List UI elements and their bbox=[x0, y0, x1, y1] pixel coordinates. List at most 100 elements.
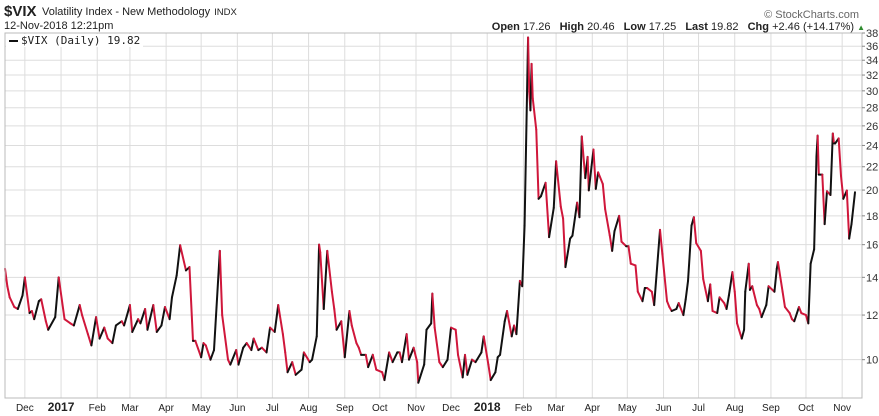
line-segment bbox=[194, 339, 203, 359]
line-segment bbox=[725, 294, 730, 311]
x-tick-label: 2017 bbox=[48, 400, 75, 414]
line-segment bbox=[515, 279, 521, 336]
line-segment bbox=[330, 290, 336, 311]
y-tick-label: 36 bbox=[866, 41, 878, 53]
line-segment bbox=[265, 326, 272, 354]
line-segment bbox=[829, 132, 834, 197]
legend-swatch bbox=[9, 40, 18, 42]
x-tick-label: Mar bbox=[121, 403, 139, 414]
line-segment bbox=[564, 237, 572, 269]
line-segment bbox=[839, 174, 845, 200]
line-segment bbox=[464, 353, 469, 376]
y-tick-label: 10 bbox=[866, 355, 878, 367]
line-segment bbox=[718, 296, 726, 305]
x-tick-label: Oct bbox=[798, 403, 814, 414]
x-tick-label: Aug bbox=[726, 403, 744, 414]
line-segment bbox=[765, 285, 770, 307]
line-segment bbox=[315, 243, 321, 338]
line-segment bbox=[98, 326, 106, 340]
line-segment bbox=[95, 316, 101, 340]
legend: $VIX (Daily) 19.82 bbox=[6, 34, 144, 47]
line-segment bbox=[417, 363, 426, 384]
x-tick-label: Dec bbox=[442, 403, 460, 414]
symbol: $VIX bbox=[4, 3, 37, 20]
low-label: Low bbox=[623, 21, 646, 33]
line-segment bbox=[144, 308, 149, 331]
line-segment bbox=[273, 304, 280, 333]
line-segment bbox=[111, 324, 117, 345]
line-segment bbox=[400, 333, 408, 364]
line-segment bbox=[848, 223, 853, 240]
line-segment bbox=[594, 171, 600, 190]
line-segment bbox=[63, 318, 72, 325]
line-segment bbox=[6, 285, 11, 299]
line-segment bbox=[544, 181, 551, 239]
line-segment bbox=[103, 326, 109, 340]
line-segment bbox=[597, 171, 604, 186]
line-segment bbox=[441, 358, 449, 369]
y-tick-label: 16 bbox=[866, 240, 878, 252]
line-segment bbox=[188, 266, 194, 342]
line-segment bbox=[592, 148, 597, 190]
line-segment bbox=[146, 304, 155, 331]
y-tick-label: 24 bbox=[866, 140, 878, 152]
grid bbox=[5, 32, 862, 398]
line-segment bbox=[604, 208, 611, 237]
line-segment bbox=[433, 326, 441, 364]
line-segment bbox=[318, 243, 322, 254]
line-segment bbox=[47, 316, 57, 331]
line-segment bbox=[695, 242, 702, 252]
legend-label: $VIX (Daily) 19.82 bbox=[21, 34, 141, 47]
line-segment bbox=[300, 351, 305, 371]
line-segment bbox=[702, 278, 709, 303]
x-tick-label: Nov bbox=[833, 403, 851, 414]
line-segment bbox=[412, 346, 419, 364]
line-segment bbox=[179, 244, 187, 272]
line-segment bbox=[139, 308, 147, 325]
y-tick-label: 18 bbox=[866, 211, 878, 223]
y-tick-label: 32 bbox=[866, 70, 878, 82]
line-segment bbox=[367, 353, 374, 369]
line-segment bbox=[751, 285, 758, 307]
line-segment bbox=[252, 337, 260, 352]
line-segment bbox=[319, 251, 325, 311]
line-segment bbox=[81, 314, 89, 336]
line-segment bbox=[813, 155, 818, 251]
line-segment bbox=[466, 358, 474, 376]
line-segment bbox=[123, 304, 131, 327]
high-label: High bbox=[559, 21, 585, 33]
line-segment bbox=[431, 292, 436, 329]
line-segment bbox=[587, 148, 595, 192]
line-segment bbox=[212, 249, 221, 352]
line-segment bbox=[423, 328, 428, 366]
line-segment bbox=[776, 261, 784, 293]
line-segment bbox=[229, 349, 238, 366]
x-tick-label: Sep bbox=[336, 403, 354, 414]
line-segment bbox=[16, 294, 24, 311]
line-segment bbox=[489, 371, 497, 382]
line-segment bbox=[322, 249, 329, 311]
line-segment bbox=[457, 353, 464, 379]
line-segment bbox=[482, 335, 490, 366]
line-segment bbox=[235, 349, 240, 366]
line-segment bbox=[446, 326, 453, 361]
x-tick-label: May bbox=[192, 403, 211, 414]
line-segment bbox=[684, 279, 690, 301]
line-segment bbox=[731, 271, 736, 293]
line-segment bbox=[797, 306, 803, 315]
line-segment bbox=[559, 205, 565, 220]
line-segment bbox=[506, 310, 513, 338]
line-segment bbox=[781, 290, 786, 309]
line-segment bbox=[383, 351, 391, 382]
line-segment bbox=[618, 214, 623, 243]
line-segment bbox=[160, 306, 166, 327]
line-segment bbox=[40, 298, 47, 323]
line-segment bbox=[555, 160, 562, 208]
line-segment bbox=[641, 287, 646, 303]
x-tick-label: Aug bbox=[300, 403, 318, 414]
line-segment bbox=[175, 244, 182, 277]
y-tick-label: 20 bbox=[866, 185, 878, 197]
line-segment bbox=[277, 304, 284, 336]
